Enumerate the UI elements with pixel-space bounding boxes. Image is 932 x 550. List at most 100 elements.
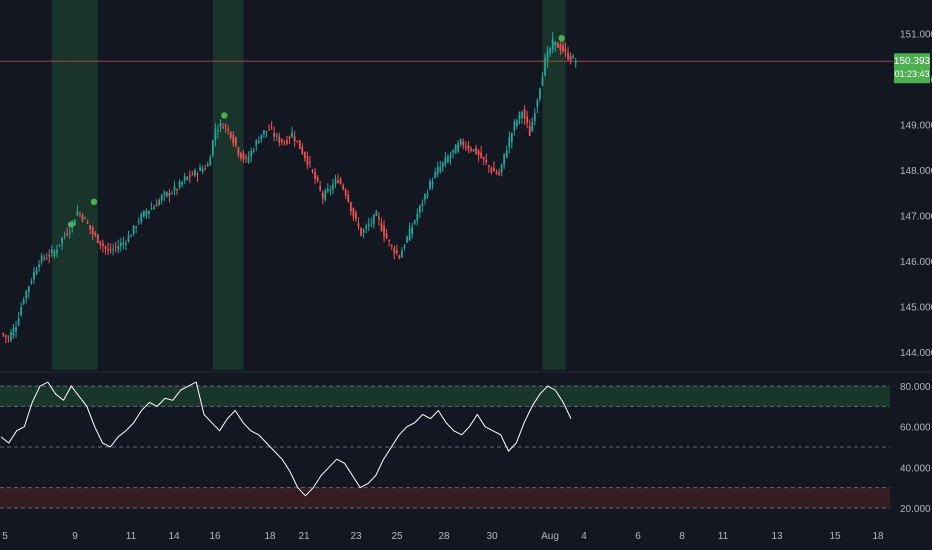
candle-body: [252, 150, 255, 152]
candle-body: [99, 240, 102, 246]
candle-body: [7, 337, 10, 339]
candle-body: [122, 242, 125, 245]
signal-marker-2: [221, 112, 228, 119]
candle-body: [257, 141, 260, 143]
price-axis-tick: 149.000: [900, 121, 932, 132]
candle-body: [403, 246, 406, 248]
candle-body: [434, 172, 437, 178]
candle-body: [311, 169, 314, 172]
candle-body: [385, 233, 388, 239]
candle-body: [556, 42, 559, 48]
candle-body: [140, 214, 143, 222]
x-axis-tick: 15: [829, 531, 841, 542]
candle-body: [567, 52, 569, 60]
candle-body: [183, 176, 186, 181]
candle-body: [232, 134, 235, 144]
candle-body: [91, 227, 94, 235]
candle-body: [150, 208, 153, 210]
candle-body: [163, 192, 166, 195]
candle-body: [360, 227, 362, 236]
candle-body: [326, 188, 329, 192]
candle-body: [89, 225, 92, 230]
candle-body: [546, 50, 549, 62]
candle-body: [431, 182, 434, 185]
candle-body: [79, 213, 81, 215]
candle-body: [418, 205, 421, 213]
candle-body: [482, 156, 485, 160]
candle-body: [229, 131, 232, 138]
candle-body: [176, 189, 178, 191]
candle-body: [255, 140, 258, 147]
candle-body: [240, 152, 242, 159]
candle-body: [549, 48, 552, 53]
candle-body: [498, 172, 500, 175]
candle-body: [352, 207, 355, 217]
candle-body: [508, 137, 511, 148]
countdown-label: 01:23:43: [894, 69, 929, 79]
x-axis-tick: 9: [72, 531, 78, 542]
candle-body: [286, 140, 288, 144]
candle-body: [199, 167, 201, 171]
candle-body: [528, 126, 531, 136]
candle-body: [127, 235, 130, 242]
candle-body: [357, 223, 360, 227]
candle-body: [505, 150, 508, 158]
candle-body: [209, 157, 212, 166]
candle-body: [301, 146, 304, 155]
candle-body: [554, 41, 557, 46]
candle-body: [406, 236, 408, 243]
rsi-axis-tick: 60.000: [900, 423, 931, 434]
candle-body: [569, 55, 572, 61]
candle-body: [518, 112, 521, 120]
x-axis-tick: 30: [486, 531, 498, 542]
candle-body: [10, 332, 12, 341]
candle-body: [480, 152, 483, 159]
x-axis-tick: 5: [2, 531, 8, 542]
candle-body: [390, 245, 393, 247]
candle-body: [86, 222, 89, 224]
candle-body: [73, 219, 76, 226]
candle-body: [76, 210, 79, 216]
signal-highlight-0: [51, 0, 68, 370]
candle-body: [485, 159, 488, 163]
current-price-label: 150.393: [894, 56, 931, 67]
overbought-band: [0, 386, 890, 407]
candle-body: [293, 136, 296, 142]
candle-body: [224, 125, 227, 127]
candle-body: [27, 286, 30, 293]
candle-body: [444, 157, 447, 165]
candle-body: [12, 327, 15, 336]
x-axis-tick: 23: [350, 531, 362, 542]
candle-body: [365, 225, 368, 229]
candle-body: [260, 134, 263, 140]
candle-body: [551, 38, 554, 50]
candle-body: [109, 249, 112, 251]
candle-body: [217, 130, 219, 132]
candle-body: [510, 132, 513, 143]
candle-body: [148, 210, 150, 214]
candle-body: [411, 226, 414, 235]
candle-body: [153, 207, 155, 210]
candle-body: [408, 228, 411, 241]
candle-body: [38, 264, 40, 268]
candle-body: [367, 223, 370, 227]
candle-body: [536, 99, 539, 107]
candle-body: [178, 181, 181, 188]
price-axis-tick: 144.000: [900, 348, 932, 359]
candle-body: [227, 129, 230, 131]
signal-highlight-2: [212, 0, 244, 370]
candle-body: [337, 180, 339, 183]
rsi-line: [0, 381, 572, 497]
candle-body: [142, 210, 145, 217]
candle-body: [283, 143, 286, 145]
candle-body: [160, 195, 163, 201]
candle-body: [84, 217, 86, 219]
candle-body: [30, 281, 33, 284]
candle-body: [20, 307, 23, 316]
candle-body: [66, 233, 69, 236]
x-axis-tick: 11: [126, 531, 137, 542]
candle-body: [395, 250, 398, 253]
candle-body: [413, 220, 416, 224]
candle-body: [574, 62, 577, 64]
